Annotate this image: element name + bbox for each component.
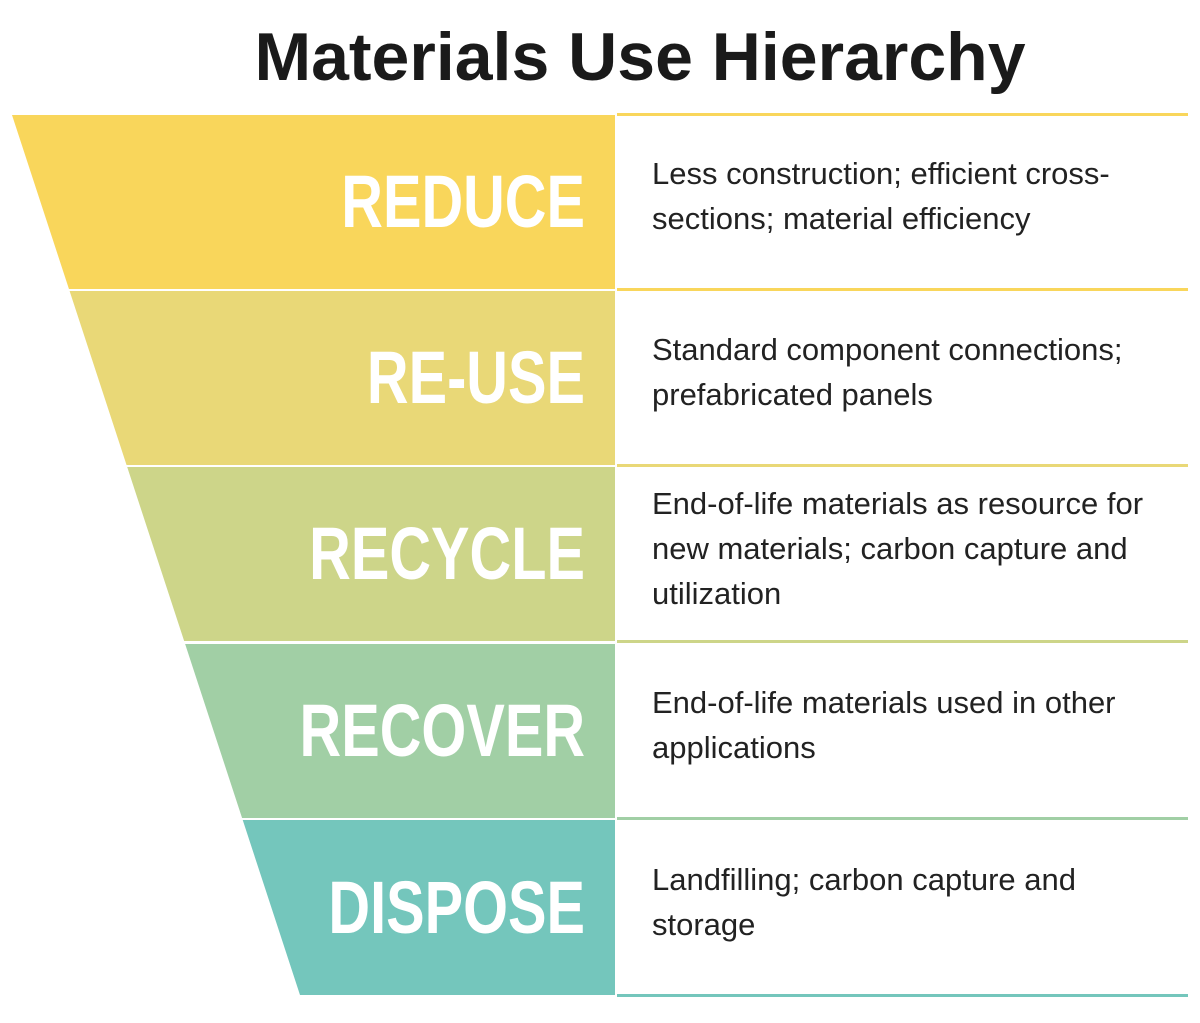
divider [617,288,1188,291]
funnel-segment-recycle [127,467,615,641]
divider [617,640,1188,643]
funnel-segment-dispose [242,820,615,995]
level-description: Landfilling; carbon capture and storage [652,861,1076,942]
level-label: DISPOSE [328,865,585,949]
level-description: End-of-life materials as resource for ne… [652,485,1144,611]
divider [617,113,1188,116]
divider [617,817,1188,820]
level-label: RECYCLE [309,512,585,595]
divider [617,994,1188,997]
funnel-segment-reduce [12,115,615,289]
level-description: Standard component connections; prefabri… [652,332,1123,412]
divider [617,464,1188,467]
level-description: End-of-life materials used in other appl… [652,685,1116,765]
funnel-segment-re-use [69,291,616,465]
page-title: Materials Use Hierarchy [254,19,1026,95]
level-label: REDUCE [341,160,585,243]
level-label: RE-USE [366,336,585,419]
funnel-segment-recover [185,644,616,818]
level-label: RECOVER [299,689,585,772]
level-description: Less construction; efficient cross-secti… [652,156,1110,236]
